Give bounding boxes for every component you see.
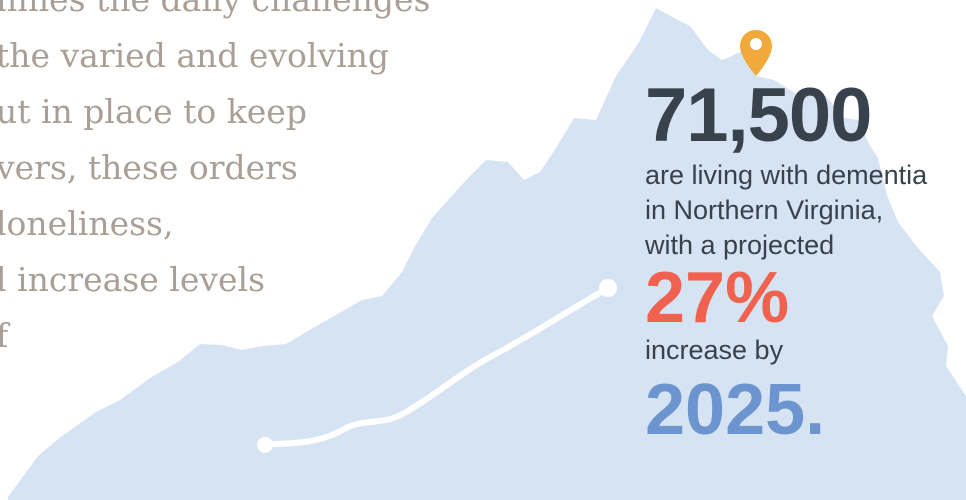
route-start-dot (257, 437, 273, 453)
route-end-dot (599, 279, 617, 297)
stat-number: 71,500 (645, 73, 872, 158)
stat-percent: 27% (645, 258, 790, 338)
stat-line-4: increase by (645, 335, 784, 365)
dementia-stat: 71,500 are living with dementia in North… (645, 74, 927, 452)
stat-line-3: with a projected (645, 230, 835, 260)
stat-line-1: are living with dementia (645, 160, 928, 190)
body-line: vers, these orders (0, 148, 298, 187)
body-line: loneliness, (0, 204, 174, 243)
body-line: the varied and evolving (0, 36, 390, 75)
stat-year: 2025. (645, 370, 826, 450)
stat-line-2: in Northern Virginia, (645, 195, 884, 225)
body-paragraph: nnies the daily challenges the varied an… (0, 0, 456, 364)
body-line: l increase levels (0, 260, 266, 299)
route-line (263, 285, 611, 447)
body-line: nnies the daily challenges (0, 0, 456, 28)
body-line: ut in place to keep (0, 92, 307, 131)
virginia-state-shape (8, 8, 966, 500)
body-line: f (0, 316, 9, 355)
location-pin-icon (740, 30, 772, 76)
